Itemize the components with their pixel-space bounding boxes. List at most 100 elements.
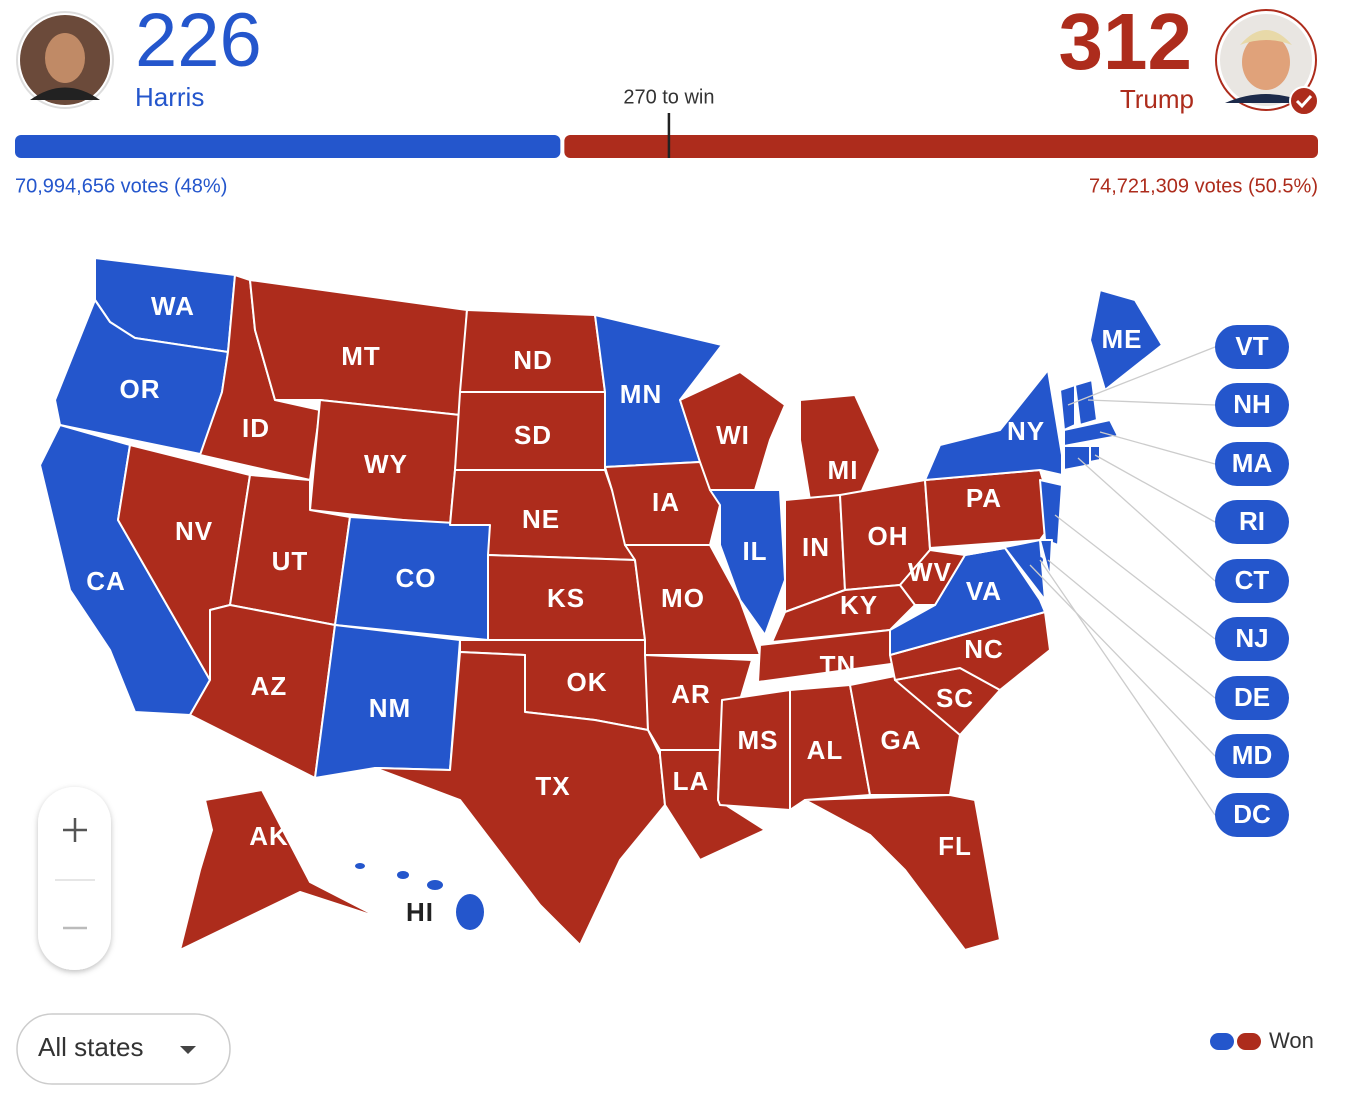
candidate-name: Harris [135,82,204,112]
state-label: ME [1102,324,1143,354]
small-state-list: VT NH MA RI CT NJ DE MD DC [1215,325,1289,837]
state-label: WY [364,449,408,479]
dropdown-label: All states [38,1032,144,1062]
state-label: DE [1234,682,1270,712]
state[interactable] [849,674,961,796]
zoom-in-button[interactable] [63,818,87,842]
state-label: WI [716,420,750,450]
legend-label: Won [1269,1028,1314,1053]
state[interactable] [1089,289,1163,391]
state-label: AK [249,821,289,851]
callout-line [1047,559,1216,699]
state-pill[interactable] [1215,617,1289,661]
state-pill[interactable] [1215,559,1289,603]
legend-swatch [1237,1033,1261,1050]
popular-vote: 70,994,656 votes (48%) [15,175,227,197]
state-label: TX [535,771,570,801]
state-label: VA [966,576,1002,606]
legend-swatch [1210,1033,1234,1050]
state-label: CA [86,566,126,596]
state[interactable] [964,539,1046,601]
state-label: AZ [251,671,288,701]
state-label: OR [120,374,161,404]
state-label: AL [807,735,844,765]
state[interactable] [804,794,1001,951]
electoral-votes: 312 [1059,0,1192,86]
state[interactable] [1039,539,1053,579]
electoral-votes: 226 [135,0,262,83]
candidate-name: Trump [1120,84,1194,114]
state-label: NC [964,634,1004,664]
state-label: VT [1235,331,1268,361]
callout-line [1039,559,1216,816]
state[interactable] [1063,445,1091,471]
state[interactable] [709,489,786,636]
state[interactable] [1059,384,1076,431]
state[interactable] [374,651,666,946]
state[interactable] [1089,445,1101,463]
state[interactable] [789,684,871,811]
state-pill[interactable] [1215,325,1289,369]
state-label: MT [341,341,381,371]
state-label: WA [151,291,195,321]
callout-line [1029,564,1216,757]
state-label: DC [1233,799,1271,829]
state-label: MS [738,725,779,755]
state-label: FL [938,831,972,861]
state-label: NV [175,516,213,546]
state-label: KS [547,583,585,613]
state-label: TN [820,650,857,680]
state[interactable] [355,863,484,930]
state[interactable] [899,549,966,606]
state-label: NJ [1235,623,1268,653]
state-pill[interactable] [1215,500,1289,544]
state-pill[interactable] [1215,383,1289,427]
state[interactable] [179,789,381,951]
electoral-bar [15,135,561,158]
state-label: NE [522,504,560,534]
state-label: IL [742,536,767,566]
state[interactable] [717,689,791,811]
state-label: MO [661,583,705,613]
us-map: WA OR CA ID NV MT WY UT CO AZ NM ND SD N… [39,257,1216,951]
state-label: CT [1235,565,1270,595]
state-label: UT [272,546,309,576]
callout-line [1099,431,1216,465]
state-pill[interactable] [1215,793,1289,837]
legend: Won [1210,1028,1314,1053]
state-label: IN [802,532,830,562]
state-filter-dropdown[interactable]: All states [16,1013,231,1085]
electoral-bar [564,135,1318,158]
state-label: MA [1232,448,1273,478]
state[interactable] [1063,419,1119,447]
state-label: SD [514,420,552,450]
state[interactable] [679,371,786,491]
state-label: HI [406,897,434,927]
callout-line [1087,399,1216,406]
zoom-control [38,787,111,970]
state-label: NY [1007,416,1045,446]
threshold-label: 270 to win [623,86,714,108]
callout-line [1054,514,1216,640]
state-label: PA [966,483,1002,513]
popular-vote: 74,721,309 votes (50.5%) [1089,175,1318,197]
state-label: CO [396,563,437,593]
state-pill[interactable] [1215,734,1289,778]
state-label: RI [1239,506,1265,536]
state-label: WV [908,557,952,587]
harris-avatar [16,11,114,109]
state[interactable] [924,369,1063,481]
state-label: IA [652,487,680,517]
state-label: OK [567,667,608,697]
state-label: SC [936,683,974,713]
state-label: MI [828,455,859,485]
state-pill[interactable] [1215,676,1289,720]
state-label: ID [242,413,270,443]
state[interactable] [1074,379,1098,426]
callout-line [1094,454,1216,523]
state-label: MD [1232,740,1272,770]
state[interactable] [624,544,761,656]
state[interactable] [1039,479,1063,546]
state-pill[interactable] [1215,442,1289,486]
